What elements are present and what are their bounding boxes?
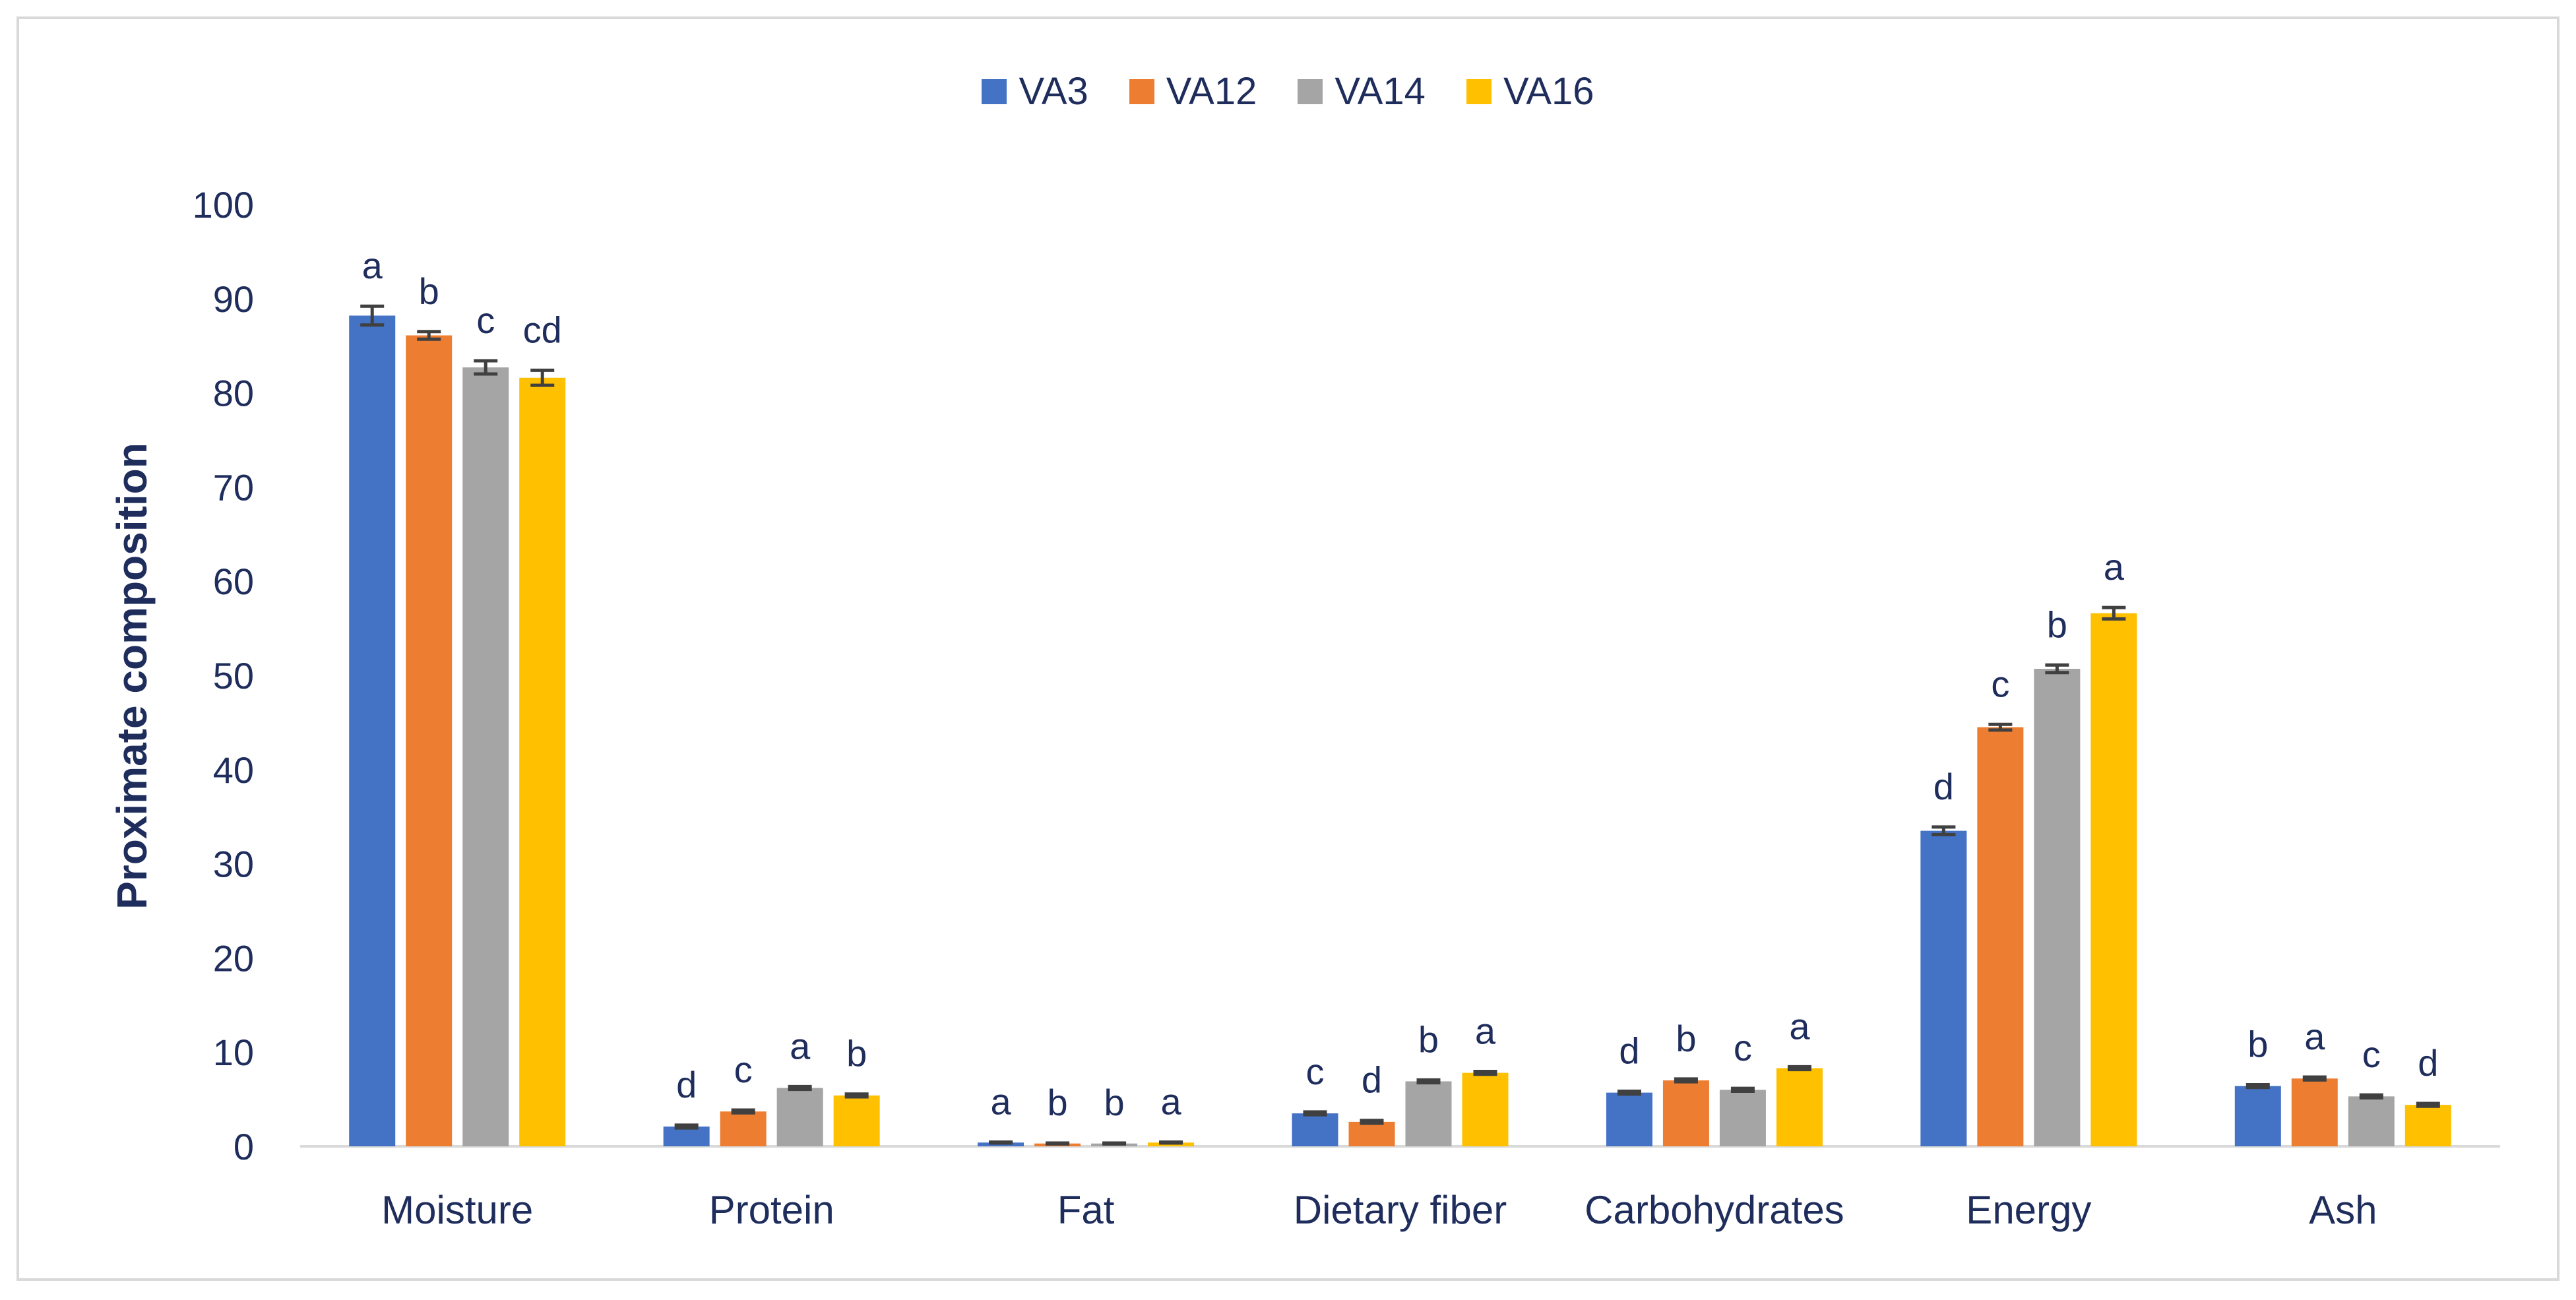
bar-va16: [2404, 1105, 2451, 1146]
significance-letter: b: [1047, 1082, 1067, 1123]
significance-letter: cd: [523, 309, 562, 350]
category-label: Carbohydrates: [1585, 1188, 1844, 1232]
bar-va3: [2234, 1086, 2281, 1146]
significance-letter: d: [1933, 766, 1954, 807]
significance-letter: c: [1734, 1027, 1752, 1068]
bar-va14: [462, 367, 509, 1147]
bar-va12: [2291, 1078, 2338, 1146]
significance-letter: b: [1104, 1082, 1124, 1123]
bar-va16: [1462, 1072, 1509, 1146]
legend-label-va14: VA14: [1335, 70, 1426, 113]
significance-letter: b: [846, 1033, 867, 1074]
bar-va14: [1405, 1081, 1452, 1146]
significance-letter: b: [419, 270, 439, 312]
bar-va3: [1292, 1113, 1338, 1146]
significance-letter: c: [1991, 663, 2009, 704]
significance-letter: a: [362, 245, 383, 286]
bar-va14: [2034, 669, 2081, 1146]
y-tick-label: 20: [213, 937, 254, 979]
category-label: Moisture: [381, 1188, 533, 1232]
category-label: Ash: [2309, 1188, 2377, 1232]
legend-item-va3: VA3: [982, 69, 1088, 113]
y-tick-label: 30: [213, 844, 254, 885]
significance-letter: d: [676, 1064, 697, 1105]
bar-va16: [2090, 613, 2137, 1146]
significance-letter: c: [734, 1049, 753, 1090]
significance-letter: a: [1475, 1010, 1496, 1051]
significance-letter: a: [990, 1081, 1011, 1123]
y-tick-label: 90: [213, 278, 254, 320]
legend-label-va3: VA3: [1019, 70, 1088, 113]
significance-letter: a: [2304, 1016, 2325, 1057]
y-tick-label: 100: [193, 184, 254, 226]
legend-item-va14: VA14: [1298, 69, 1426, 113]
bar-va12: [1977, 727, 2024, 1146]
bar-va3: [349, 315, 396, 1146]
category-label: Fat: [1057, 1188, 1115, 1232]
significance-letter: b: [1418, 1018, 1439, 1060]
legend-swatch-va12: [1129, 78, 1154, 104]
bar-va3: [1920, 830, 1967, 1146]
bar-va16: [519, 377, 566, 1147]
category-label: Dietary fiber: [1294, 1188, 1507, 1232]
significance-letter: b: [1676, 1018, 1696, 1059]
significance-letter: c: [476, 299, 495, 341]
legend-swatch-va16: [1466, 78, 1492, 104]
y-tick-label: 40: [213, 749, 254, 791]
category-label: Protein: [709, 1188, 834, 1232]
bar-va12: [406, 335, 453, 1147]
legend: VA3 VA12 VA14 VA16: [0, 69, 2576, 113]
legend-label-va16: VA16: [1503, 70, 1594, 113]
significance-letter: b: [2247, 1023, 2268, 1065]
legend-item-va16: VA16: [1466, 69, 1594, 113]
bar-va14: [776, 1088, 823, 1146]
legend-label-va12: VA12: [1166, 70, 1257, 113]
significance-letter: a: [1789, 1005, 1810, 1047]
significance-letter: a: [2104, 546, 2125, 588]
bar-va14: [2348, 1096, 2395, 1146]
legend-item-va12: VA12: [1129, 69, 1257, 113]
legend-swatch-va3: [982, 78, 1007, 104]
significance-letter: c: [2362, 1034, 2381, 1075]
bar-va12: [1348, 1121, 1395, 1146]
bar-va16: [833, 1095, 880, 1146]
significance-letter: d: [2418, 1042, 2438, 1084]
significance-letter: c: [1306, 1051, 1325, 1092]
significance-letter: a: [1160, 1081, 1181, 1123]
y-tick-label: 50: [213, 655, 254, 696]
bar-va12: [1662, 1080, 1709, 1146]
bar-va3: [1606, 1092, 1652, 1146]
significance-letter: a: [790, 1025, 811, 1067]
bar-va14: [1719, 1090, 1766, 1146]
bar-va16: [1776, 1068, 1823, 1146]
significance-letter: b: [2047, 604, 2067, 645]
y-tick-label: 60: [213, 561, 254, 602]
legend-swatch-va14: [1298, 78, 1323, 104]
bar-va12: [720, 1111, 767, 1146]
significance-letter: d: [1362, 1059, 1382, 1101]
significance-letter: d: [1619, 1030, 1639, 1071]
category-label: Energy: [1966, 1188, 2091, 1232]
y-tick-label: 70: [213, 466, 254, 508]
y-tick-label: 10: [213, 1032, 254, 1073]
y-tick-label: 80: [213, 373, 254, 414]
y-tick-label: 0: [234, 1126, 254, 1167]
bar-va3: [663, 1127, 710, 1146]
